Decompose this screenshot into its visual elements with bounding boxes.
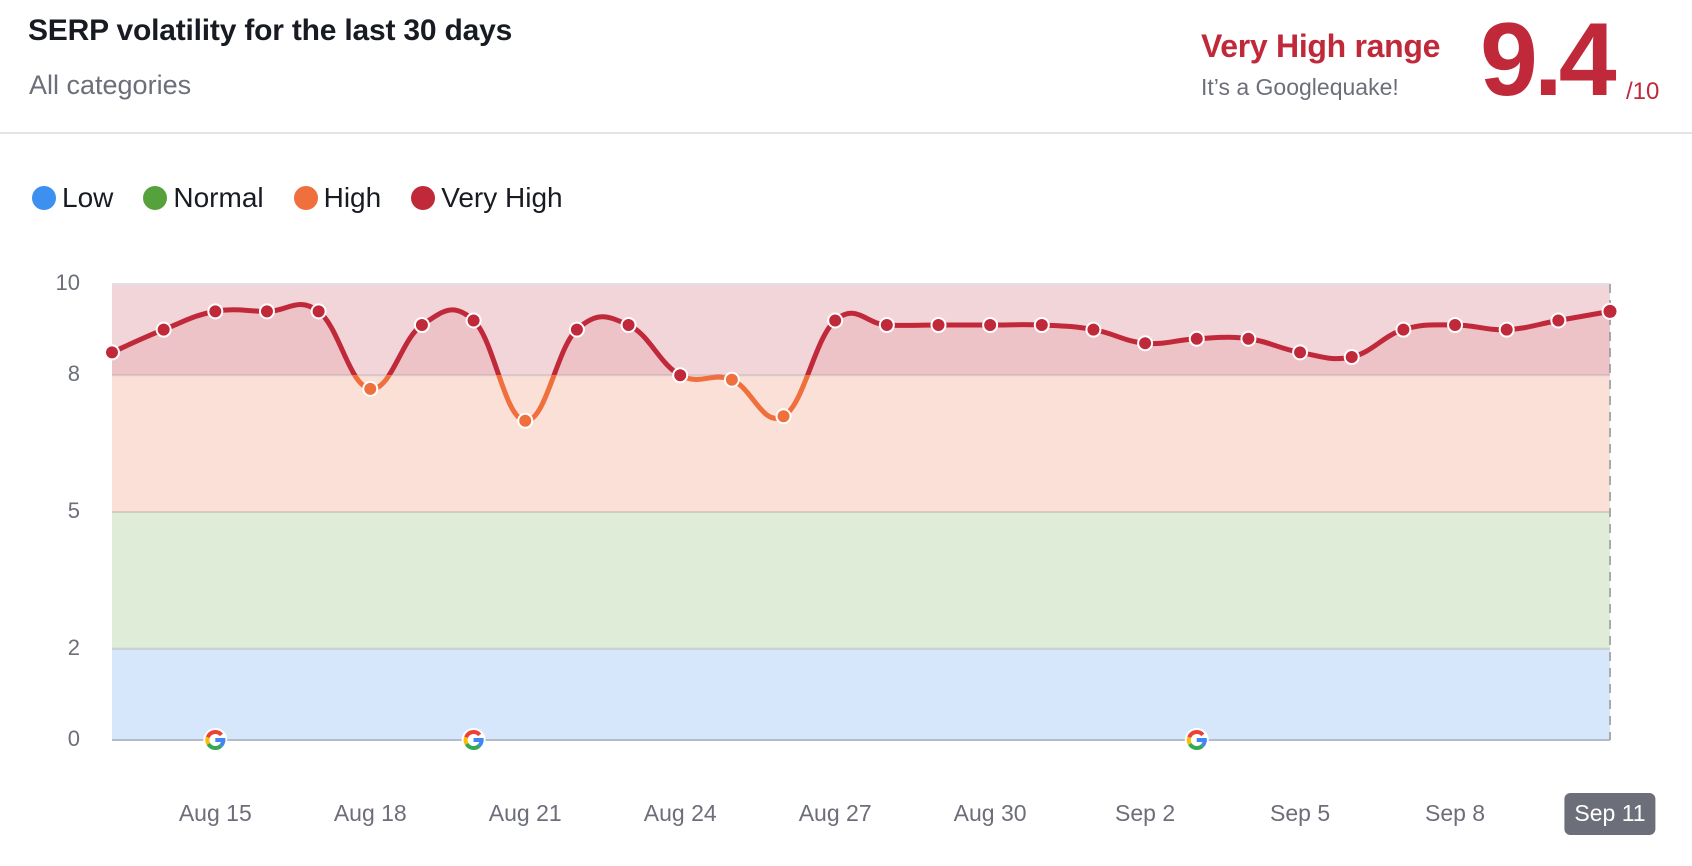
- x-tick-label: Sep 5: [1270, 800, 1331, 826]
- data-point[interactable]: [465, 312, 482, 329]
- legend-dot-normal-icon: [143, 186, 168, 210]
- legend-label: High: [323, 182, 382, 213]
- data-point[interactable]: [1550, 312, 1567, 329]
- volatility-score-max: /10: [1626, 78, 1660, 105]
- google-update-icon[interactable]: [1184, 728, 1209, 752]
- legend-dot-low-icon: [32, 186, 56, 210]
- data-point[interactable]: [1498, 321, 1515, 338]
- data-point[interactable]: [517, 412, 534, 429]
- y-tick-label: 0: [67, 726, 80, 751]
- volatility-bands: [112, 284, 1610, 740]
- data-point[interactable]: [1085, 321, 1102, 338]
- data-point[interactable]: [413, 317, 430, 334]
- volatility-score: 9.4: [1480, 2, 1617, 118]
- x-tick-label: Aug 18: [333, 800, 407, 826]
- data-point[interactable]: [1395, 321, 1412, 338]
- data-point[interactable]: [827, 312, 844, 329]
- legend-label: Normal: [173, 182, 264, 213]
- chart-header: SERP volatility for the last 30 days All…: [0, 0, 1692, 134]
- data-point[interactable]: [1188, 330, 1205, 347]
- data-point[interactable]: [878, 317, 895, 334]
- data-point[interactable]: [1033, 317, 1050, 334]
- legend-label: Very High: [441, 182, 563, 213]
- data-point[interactable]: [310, 303, 327, 320]
- data-point[interactable]: [568, 321, 585, 338]
- x-tick-label: Aug 27: [798, 800, 872, 826]
- x-tick-label: Sep 8: [1424, 800, 1486, 826]
- legend-dot-very-high-icon: [411, 186, 436, 210]
- data-point[interactable]: [930, 317, 947, 334]
- y-tick-label: 10: [55, 270, 80, 295]
- data-point[interactable]: [258, 303, 275, 320]
- y-tick-label: 8: [67, 361, 80, 387]
- volatility-range-label: Very High range: [1201, 28, 1441, 64]
- data-point[interactable]: [723, 371, 740, 388]
- x-tick-label: Aug 30: [953, 800, 1027, 826]
- x-tick-label: Aug 24: [643, 800, 717, 826]
- band-normal: [112, 512, 1610, 649]
- data-point[interactable]: [104, 344, 120, 361]
- google-update-icon[interactable]: [203, 728, 228, 752]
- data-point[interactable]: [1447, 317, 1464, 334]
- legend-label: Low: [62, 182, 114, 213]
- legend-dot-high-icon: [293, 186, 318, 210]
- x-tick-label: Aug 15: [178, 800, 252, 826]
- band-high: [112, 375, 1610, 512]
- legend-item-very-high[interactable]: Very High: [411, 182, 563, 214]
- page-title: SERP volatility for the last 30 days: [28, 14, 513, 47]
- data-point[interactable]: [207, 303, 224, 320]
- legend-item-normal[interactable]: Normal: [143, 182, 264, 214]
- category-subtitle: All categories: [29, 70, 192, 100]
- x-tick-label: Aug 21: [488, 800, 562, 826]
- volatility-range-message: It’s a Googlequake!: [1201, 74, 1399, 100]
- data-point[interactable]: [620, 317, 637, 334]
- band-low: [112, 648, 1610, 740]
- volatility-area: [112, 304, 1610, 375]
- legend-item-high[interactable]: High: [293, 182, 382, 214]
- data-point[interactable]: [982, 317, 999, 334]
- data-point[interactable]: [1137, 335, 1154, 352]
- data-point[interactable]: [1601, 302, 1619, 320]
- data-point[interactable]: [775, 408, 792, 425]
- data-point[interactable]: [1240, 330, 1257, 347]
- data-point[interactable]: [1292, 344, 1309, 361]
- data-point[interactable]: [1343, 348, 1360, 365]
- chart-legend: Low Normal High Very High: [32, 182, 563, 214]
- data-point[interactable]: [672, 367, 689, 384]
- data-point[interactable]: [155, 321, 172, 338]
- x-tick-label-selected: Sep 11: [1564, 793, 1656, 835]
- x-tick-label: Sep 2: [1115, 800, 1176, 826]
- legend-item-low[interactable]: Low: [32, 182, 113, 214]
- google-update-markers[interactable]: [203, 728, 1209, 752]
- gridlines: [112, 283, 1611, 741]
- band-very-high: [112, 284, 1610, 376]
- data-point[interactable]: [362, 380, 379, 397]
- google-update-icon[interactable]: [461, 728, 486, 752]
- data-points[interactable]: [104, 302, 1619, 429]
- y-tick-label: 5: [67, 498, 80, 523]
- y-tick-label: 2: [67, 634, 80, 660]
